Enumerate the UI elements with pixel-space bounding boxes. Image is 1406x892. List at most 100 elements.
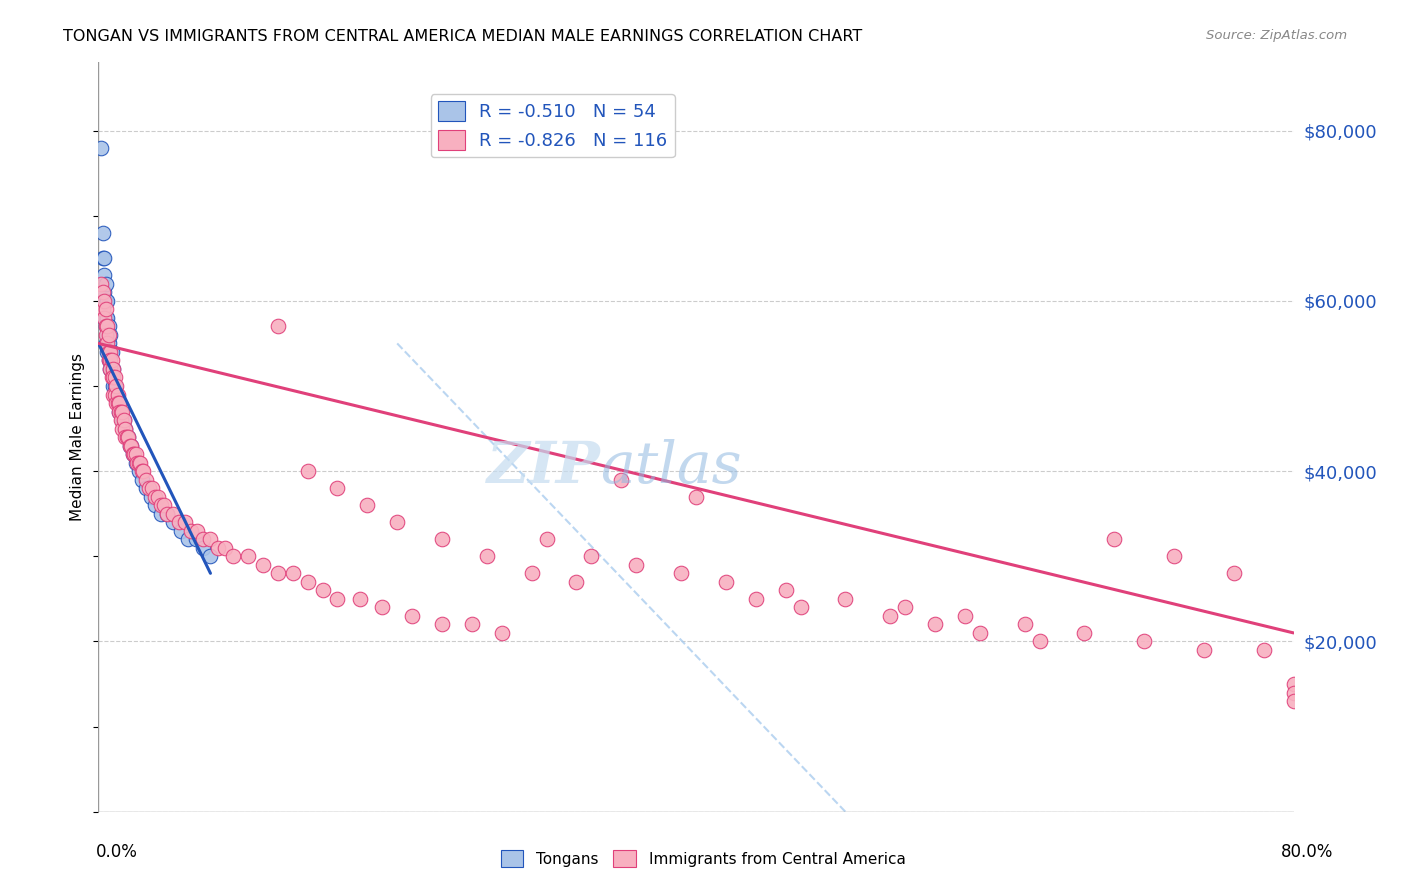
- Point: [128, 464, 150, 478]
- Point: [103, 387, 125, 401]
- Point: [969, 626, 991, 640]
- Point: [118, 439, 141, 453]
- Point: [93, 310, 115, 325]
- Point: [326, 591, 349, 606]
- Point: [108, 404, 131, 418]
- Point: [104, 387, 127, 401]
- Point: [105, 396, 128, 410]
- Point: [97, 327, 120, 342]
- Text: atlas: atlas: [600, 439, 742, 495]
- Y-axis label: Median Male Earnings: Median Male Earnings: [70, 353, 86, 521]
- Point: [1133, 634, 1156, 648]
- Point: [121, 447, 143, 461]
- Point: [91, 293, 114, 308]
- Point: [281, 566, 304, 581]
- Point: [93, 285, 115, 300]
- Point: [139, 490, 162, 504]
- Point: [94, 302, 117, 317]
- Point: [207, 541, 229, 555]
- Point: [1028, 634, 1050, 648]
- Point: [107, 396, 129, 410]
- Point: [108, 404, 131, 418]
- Point: [128, 456, 150, 470]
- Point: [98, 353, 122, 368]
- Point: [267, 319, 290, 334]
- Point: [186, 524, 208, 538]
- Point: [1104, 533, 1126, 547]
- Point: [789, 600, 811, 615]
- Point: [125, 456, 148, 470]
- Point: [162, 515, 184, 529]
- Point: [111, 404, 134, 418]
- Point: [121, 447, 143, 461]
- Point: [191, 533, 214, 547]
- Point: [101, 370, 124, 384]
- Text: Source: ZipAtlas.com: Source: ZipAtlas.com: [1206, 29, 1347, 42]
- Point: [107, 396, 129, 410]
- Point: [103, 370, 125, 384]
- Point: [371, 600, 394, 615]
- Point: [169, 524, 191, 538]
- Point: [108, 396, 131, 410]
- Point: [103, 362, 125, 376]
- Point: [610, 473, 633, 487]
- Point: [96, 345, 118, 359]
- Point: [117, 430, 139, 444]
- Point: [93, 252, 115, 266]
- Point: [104, 370, 127, 384]
- Point: [94, 310, 117, 325]
- Point: [96, 336, 118, 351]
- Point: [110, 404, 132, 418]
- Point: [153, 498, 176, 512]
- Point: [150, 498, 173, 512]
- Point: [475, 549, 498, 564]
- Point: [90, 140, 112, 154]
- Point: [894, 600, 917, 615]
- Point: [430, 533, 453, 547]
- Point: [141, 481, 163, 495]
- Point: [143, 498, 166, 512]
- Point: [111, 413, 134, 427]
- Point: [326, 481, 349, 495]
- Point: [1014, 617, 1036, 632]
- Point: [135, 473, 157, 487]
- Point: [115, 430, 138, 444]
- Point: [150, 507, 173, 521]
- Point: [356, 498, 378, 512]
- Point: [953, 608, 976, 623]
- Point: [214, 541, 236, 555]
- Point: [110, 413, 132, 427]
- Point: [491, 626, 513, 640]
- Point: [112, 413, 135, 427]
- Point: [127, 456, 149, 470]
- Point: [1223, 566, 1246, 581]
- Point: [96, 293, 118, 308]
- Text: TONGAN VS IMMIGRANTS FROM CENTRAL AMERICA MEDIAN MALE EARNINGS CORRELATION CHART: TONGAN VS IMMIGRANTS FROM CENTRAL AMERIC…: [63, 29, 862, 44]
- Point: [385, 515, 409, 529]
- Legend: R = -0.510   N = 54, R = -0.826   N = 116: R = -0.510 N = 54, R = -0.826 N = 116: [430, 94, 675, 157]
- Point: [236, 549, 259, 564]
- Point: [148, 490, 170, 504]
- Point: [114, 421, 136, 435]
- Point: [132, 464, 155, 478]
- Point: [1282, 685, 1305, 699]
- Point: [131, 473, 153, 487]
- Point: [775, 583, 797, 598]
- Point: [180, 524, 202, 538]
- Point: [1282, 694, 1305, 708]
- Point: [107, 387, 129, 401]
- Point: [101, 353, 124, 368]
- Text: 0.0%: 0.0%: [96, 843, 138, 861]
- Point: [97, 345, 120, 359]
- Point: [94, 319, 117, 334]
- Point: [834, 591, 856, 606]
- Point: [98, 345, 122, 359]
- Point: [112, 413, 135, 427]
- Point: [177, 533, 200, 547]
- Point: [129, 456, 152, 470]
- Point: [879, 608, 901, 623]
- Point: [105, 387, 128, 401]
- Point: [745, 591, 768, 606]
- Point: [91, 285, 114, 300]
- Point: [430, 617, 453, 632]
